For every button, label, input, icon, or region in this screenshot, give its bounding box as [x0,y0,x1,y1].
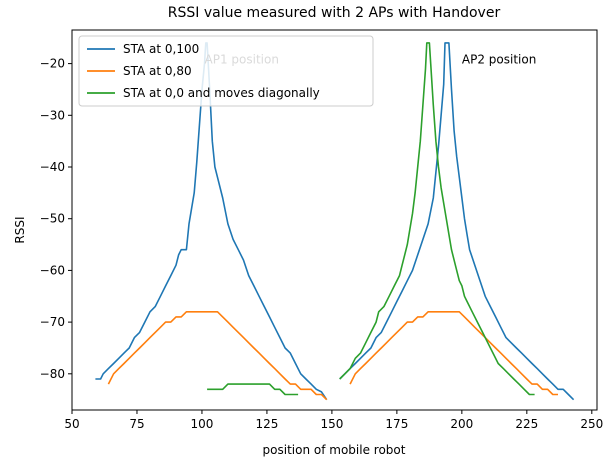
y-tick-label: −50 [40,212,65,226]
legend-label-2: STA at 0,0 and moves diagonally [123,86,320,100]
axes-layer: 50 75 100 125 150 175 200 225 250 −80 −70 −60 −50 −40… [40,29,603,431]
x-tick-label: 50 [64,417,79,431]
x-tick-label: 150 [320,417,343,431]
series-2-line-1 [339,42,535,396]
legend-label-1: STA at 0,80 [123,64,192,78]
y-tick-label: −30 [40,108,65,122]
y-axis-label: RSSI [13,216,27,243]
series-1-line-0 [107,310,328,401]
x-tick-label: 125 [255,417,278,431]
y-tick-label: −20 [40,57,65,71]
y-tick-label: −70 [40,315,65,329]
annotation-1: AP2 position [462,53,536,67]
legend: STA at 0,100 STA at 0,80 STA at 0,0 and mo… [78,35,374,107]
y-tick-label: −80 [40,367,65,381]
series-0-line-1 [339,42,575,401]
series-1-line-1 [349,310,558,396]
x-axis-label: position of mobile robot [263,443,406,457]
x-tick-label: 225 [515,417,538,431]
series-2-line-0 [207,383,299,396]
legend-label-0: STA at 0,100 [123,42,199,56]
x-tick-label: 75 [129,417,144,431]
y-tick-label: −60 [40,263,65,277]
plot-frame [71,29,598,411]
y-tick-label: −40 [40,160,65,174]
x-tick-label: 175 [385,417,408,431]
x-tick-label: 250 [580,417,603,431]
chart-title: RSSI value measured with 2 APs with Hand… [168,5,501,21]
x-tick-label: 200 [450,417,473,431]
legend-box [78,35,374,107]
x-tick-label: 100 [190,417,213,431]
